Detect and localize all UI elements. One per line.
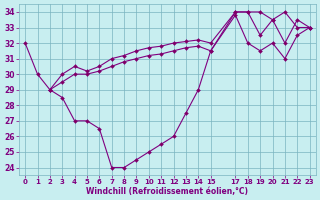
X-axis label: Windchill (Refroidissement éolien,°C): Windchill (Refroidissement éolien,°C) [86,187,248,196]
